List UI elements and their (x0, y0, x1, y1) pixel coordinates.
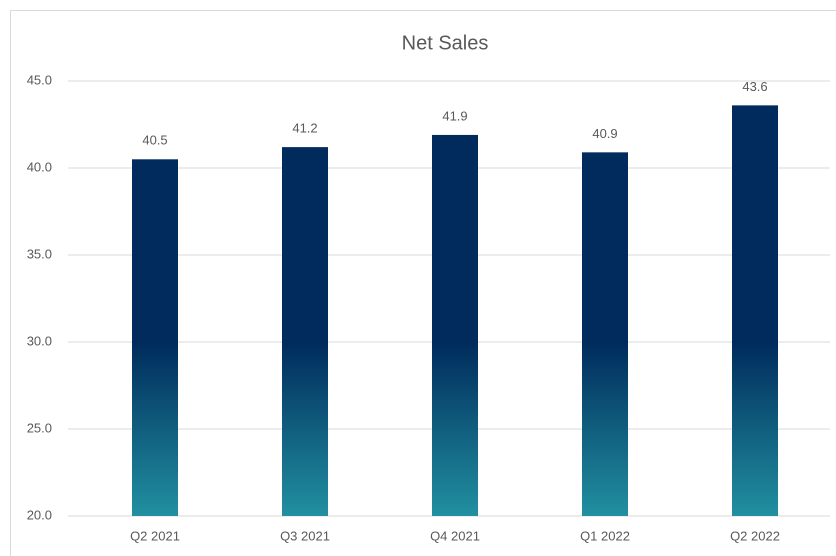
data-label: 41.9 (442, 108, 467, 123)
bar (582, 152, 628, 516)
data-label: 40.5 (142, 133, 167, 148)
bar (132, 159, 178, 517)
x-tick-label: Q4 2021 (430, 528, 480, 543)
data-label: 40.9 (592, 126, 617, 141)
data-label: 43.6 (742, 79, 767, 94)
y-tick-label: 35.0 (27, 246, 52, 261)
x-tick-label: Q1 2022 (580, 528, 630, 543)
data-label: 41.2 (292, 121, 317, 136)
bar (432, 134, 478, 516)
y-tick-label: 20.0 (27, 507, 52, 522)
bar (282, 147, 328, 516)
y-tick-label: 30.0 (27, 333, 52, 348)
bar (732, 105, 778, 517)
y-tick-label: 45.0 (27, 72, 52, 87)
y-tick-label: 40.0 (27, 159, 52, 174)
x-tick-label: Q2 2022 (730, 528, 780, 543)
x-tick-label: Q2 2021 (130, 528, 180, 543)
y-tick-label: 25.0 (27, 420, 52, 435)
x-tick-label: Q3 2021 (280, 528, 330, 543)
chart-title: Net Sales (402, 32, 489, 54)
